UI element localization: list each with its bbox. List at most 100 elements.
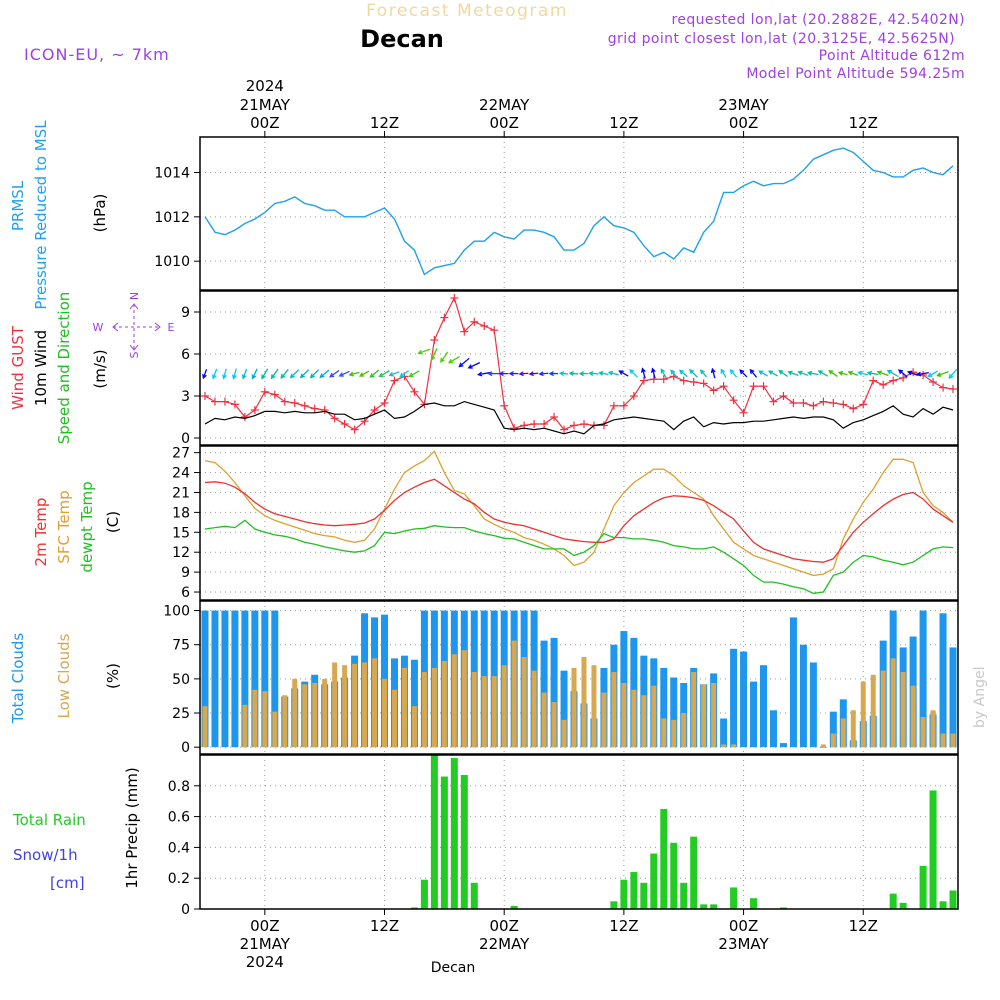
x-tick-label-bottom: 00Z xyxy=(729,917,758,935)
total-rain-label: Total Rain xyxy=(12,811,86,829)
clouds-unit-label: (%) xyxy=(104,663,122,689)
arrow-head xyxy=(618,370,624,375)
wind-gust-point xyxy=(260,387,269,396)
arrow-head xyxy=(558,371,565,377)
arrow-head xyxy=(211,374,217,380)
arrow-head xyxy=(678,369,685,375)
low-clouds-bar xyxy=(621,682,627,748)
total-clouds-bar xyxy=(799,644,807,748)
point-altitude: Point Altitude 612m xyxy=(819,48,965,64)
wind-gust-point xyxy=(320,406,329,414)
wind-gust-point xyxy=(839,400,848,409)
temp-unit-label: (C) xyxy=(104,511,122,533)
arrow-shaft xyxy=(589,372,599,375)
low-clouds-bar xyxy=(661,718,667,748)
wind-direction-arrow xyxy=(670,369,677,378)
compass-w-label: W xyxy=(93,321,104,334)
rain-bar xyxy=(410,907,418,909)
arrow-shaft xyxy=(619,370,629,377)
arrow-head xyxy=(916,371,922,377)
wind-gust-point xyxy=(599,421,608,430)
wind-direction-arrow xyxy=(447,356,460,364)
wind-gust-point xyxy=(779,392,788,400)
low-clouds-bar xyxy=(701,684,707,748)
wind-direction-arrow xyxy=(927,370,939,377)
wind-direction-arrow xyxy=(847,370,858,376)
arrow-shaft xyxy=(379,370,390,378)
arrow-head xyxy=(758,370,764,375)
wind-gust-point xyxy=(200,392,209,400)
model-altitude: Model Point Altitude 594.25m xyxy=(746,66,965,82)
x-tick-label-top: 12Z xyxy=(370,114,399,132)
arrow-shaft xyxy=(670,369,677,378)
arrow-head xyxy=(399,372,405,378)
wind-direction-arrow xyxy=(399,370,410,378)
arrow-head xyxy=(348,371,354,377)
arrow-shaft xyxy=(319,369,330,378)
y-tick-label: 75 xyxy=(172,638,190,654)
wind-direction-arrow xyxy=(309,369,320,379)
y-tick-label: 1014 xyxy=(154,165,190,181)
wind-gust-point xyxy=(290,399,299,407)
wind-direction-arrow xyxy=(568,371,579,377)
wind-gust-point xyxy=(789,399,798,407)
wind-gust-point xyxy=(679,376,688,385)
wind-direction-arrow xyxy=(231,368,237,380)
arrow-shaft xyxy=(877,371,889,377)
low-clouds-bar xyxy=(591,665,597,748)
arrow-head xyxy=(548,371,554,377)
arrow-head xyxy=(329,372,335,378)
arrow-head xyxy=(778,369,784,375)
x-tick-label-top: 12Z xyxy=(609,114,638,132)
wind-direction-arrow xyxy=(270,368,279,380)
low-clouds-bar xyxy=(711,682,717,748)
arrow-shaft xyxy=(202,369,208,379)
low-clouds-bar xyxy=(282,695,288,748)
arrow-shaft xyxy=(242,368,248,379)
wind-direction-arrow xyxy=(487,371,500,377)
total-clouds-bar xyxy=(241,610,249,748)
dewpt-temp-line xyxy=(204,519,954,595)
arrow-shaft xyxy=(808,372,819,376)
arrow-shaft xyxy=(848,371,858,376)
wind-direction-arrow xyxy=(837,370,848,376)
wind-gust-point xyxy=(719,382,728,391)
arrow-shaft xyxy=(261,368,269,379)
low-clouds-bar xyxy=(421,672,427,748)
y-tick-label: 21 xyxy=(172,485,190,501)
wind-gust-point xyxy=(739,408,748,417)
arrow-shaft xyxy=(329,369,340,378)
wind-direction-arrow xyxy=(607,370,619,376)
arrow-head xyxy=(378,372,384,378)
wind-gust-point xyxy=(799,399,808,407)
wind-direction-arrow xyxy=(289,369,300,379)
arrow-shaft xyxy=(468,362,481,369)
low-clouds-bar xyxy=(691,672,697,748)
x-date-label-top: 21MAY xyxy=(240,96,291,114)
arrow-head xyxy=(440,357,445,363)
wind-direction-arrow xyxy=(280,368,289,379)
compass-n-label: N xyxy=(128,292,141,300)
wind-direction-arrow xyxy=(828,369,838,377)
wind-gust-point xyxy=(480,322,489,330)
total-clouds-bar xyxy=(949,647,957,748)
panel-frame xyxy=(199,290,959,446)
wind-direction-arrow xyxy=(588,371,599,376)
arrow-shaft xyxy=(459,357,470,367)
total-clouds-bar xyxy=(829,711,837,748)
requested-coords: requested lon,lat (20.2882E, 42.5402N) xyxy=(672,12,965,28)
arrow-shaft xyxy=(700,369,707,378)
arrow-head xyxy=(251,374,257,380)
low-clouds-bar xyxy=(641,695,647,748)
arrow-head xyxy=(927,372,933,377)
y-tick-label: 9 xyxy=(181,565,190,581)
arrow-shaft xyxy=(679,370,688,378)
arrow-head xyxy=(629,368,635,374)
y-tick-label: 12 xyxy=(172,545,190,561)
total-clouds-bar xyxy=(809,662,817,748)
arrow-shaft xyxy=(887,370,899,378)
arrow-shaft xyxy=(749,369,758,378)
x-date-label-bottom: 23MAY xyxy=(718,935,769,953)
grid-point-coords: grid point closest lon,lat (20.3125E, 42… xyxy=(608,31,955,47)
low-clouds-bar xyxy=(252,689,258,748)
